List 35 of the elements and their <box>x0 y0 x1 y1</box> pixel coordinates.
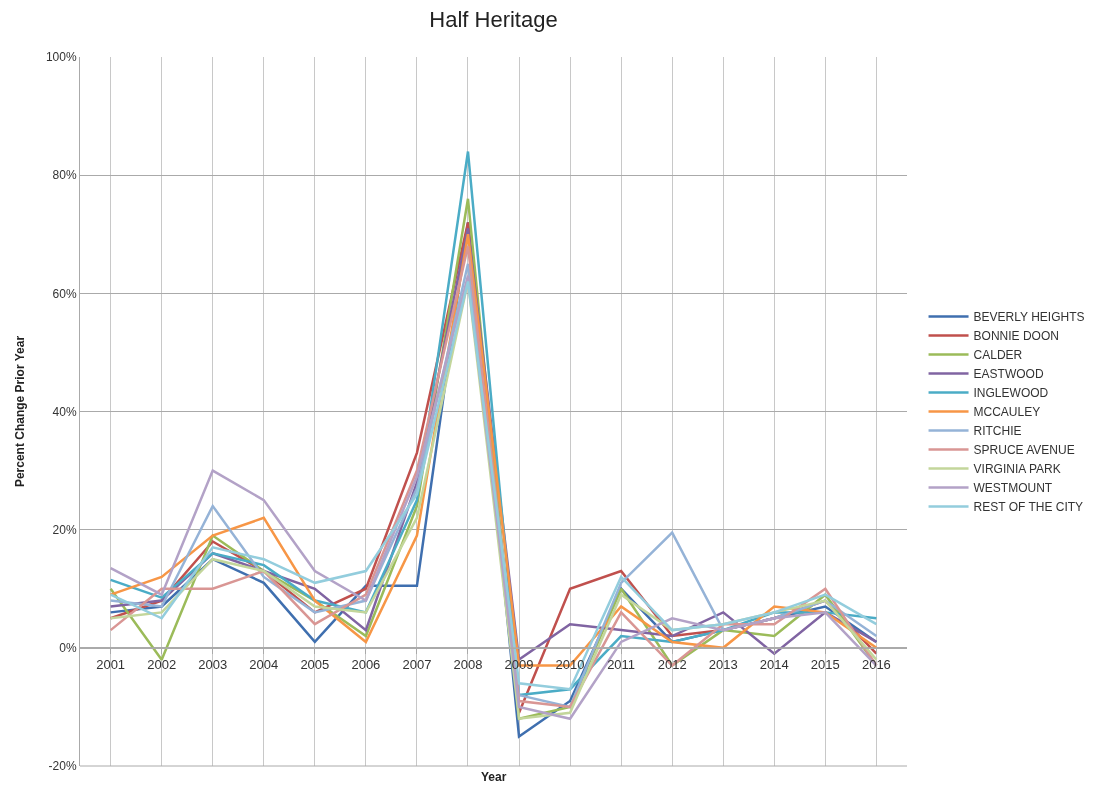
y-tick-label: -20% <box>48 759 77 774</box>
x-tick-label: 2004 <box>249 657 279 673</box>
y-tick-label: 40% <box>52 404 77 419</box>
legend-label: BEVERLY HEIGHTS <box>973 310 1085 325</box>
x-tick-label: 2008 <box>453 657 483 673</box>
legend-label: MCCAULEY <box>973 405 1041 420</box>
legend-label: CALDER <box>973 348 1023 363</box>
x-tick-label: 2015 <box>810 657 840 673</box>
x-axis-title: Year <box>481 770 507 784</box>
x-tick-label: 2013 <box>708 657 738 673</box>
x-tick-label: 2006 <box>351 657 381 673</box>
legend-label: BONNIE DOON <box>973 329 1059 344</box>
legend-label: WESTMOUNT <box>973 481 1053 496</box>
x-tick-label: 2016 <box>861 657 891 673</box>
legend-label: REST OF THE CITY <box>973 500 1084 515</box>
x-tick-label: 2005 <box>300 657 330 673</box>
y-tick-label: 20% <box>52 522 77 537</box>
legend-label: INGLEWOOD <box>973 386 1049 401</box>
y-axis-title: Percent Change Prior Year <box>13 335 28 488</box>
y-tick-label: 60% <box>52 286 77 301</box>
legend-label: SPRUCE AVENUE <box>973 443 1075 458</box>
legend-label: EASTWOOD <box>973 367 1044 382</box>
x-tick-label: 2002 <box>147 657 177 673</box>
x-tick-label: 2003 <box>198 657 228 673</box>
y-tick-label: 0% <box>59 641 77 656</box>
x-tick-label: 2012 <box>657 657 687 673</box>
x-tick-label: 2001 <box>96 657 126 673</box>
legend-label: VIRGINIA PARK <box>973 462 1061 477</box>
legend-label: RITCHIE <box>973 424 1022 439</box>
x-tick-label: 2011 <box>607 657 636 673</box>
y-tick-label: 80% <box>52 168 77 183</box>
x-tick-label: 2014 <box>759 657 789 673</box>
y-tick-label: 100% <box>45 50 77 65</box>
x-tick-label: 2007 <box>402 657 432 673</box>
chart-title: Half Heritage <box>429 7 558 33</box>
